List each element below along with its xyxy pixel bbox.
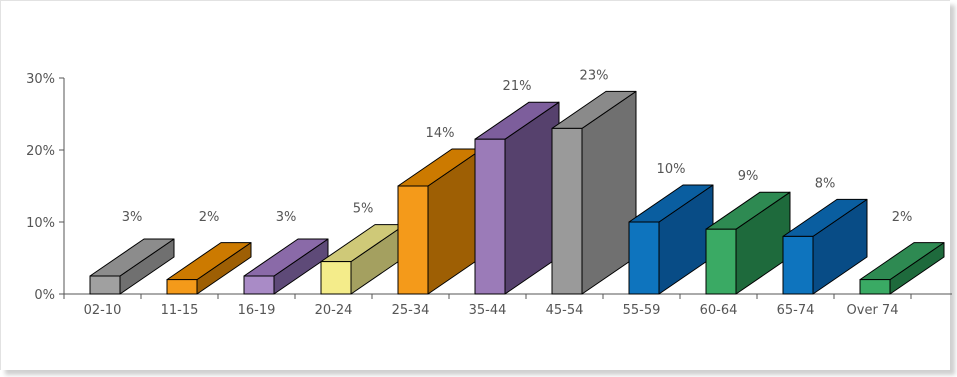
y-tick-label: 10% bbox=[26, 216, 55, 231]
x-tick-label: 02-10 bbox=[84, 303, 122, 318]
x-tick-label: Over 74 bbox=[847, 303, 899, 318]
bar-front bbox=[243, 275, 275, 295]
data-label: 14% bbox=[426, 126, 455, 141]
bar-front bbox=[859, 279, 891, 295]
bar bbox=[628, 184, 714, 295]
x-tick-label: 16-19 bbox=[238, 303, 276, 318]
bar-front bbox=[397, 185, 429, 295]
bar-front bbox=[628, 221, 660, 295]
x-tick-label: 25-34 bbox=[392, 303, 430, 318]
bar bbox=[320, 224, 406, 295]
data-label: 9% bbox=[738, 169, 759, 184]
bar-front bbox=[89, 275, 121, 295]
x-tick-label: 65-74 bbox=[777, 303, 815, 318]
x-tick-label: 60-64 bbox=[700, 303, 738, 318]
y-tick-label: 30% bbox=[26, 72, 55, 87]
data-label: 2% bbox=[199, 210, 220, 225]
y-axis: 0% 10% 20% 30% bbox=[26, 72, 65, 303]
y-tick-label: 20% bbox=[26, 144, 55, 159]
bar-front bbox=[551, 127, 583, 295]
x-tick-label: 11-15 bbox=[161, 303, 199, 318]
data-label: 3% bbox=[122, 210, 143, 225]
data-label: 2% bbox=[892, 210, 913, 225]
data-label: 21% bbox=[503, 79, 532, 94]
data-label: 3% bbox=[276, 210, 297, 225]
data-label: 8% bbox=[815, 176, 836, 191]
bar bbox=[705, 191, 791, 295]
data-label: 23% bbox=[580, 68, 609, 83]
data-labels: 3% 2% 3% 5% 14% 21% 23% 10% 9% 8% 2% bbox=[122, 68, 913, 225]
bar-front bbox=[782, 235, 814, 295]
bar-front bbox=[705, 228, 737, 295]
data-label: 5% bbox=[353, 202, 374, 217]
bar bbox=[474, 101, 560, 295]
bar bbox=[859, 242, 945, 295]
bar bbox=[782, 198, 868, 295]
bar bbox=[243, 238, 329, 295]
x-axis: 02-10 11-15 16-19 20-24 25-34 35-44 45-54 55-59… bbox=[63, 293, 952, 318]
y-tick-label: 0% bbox=[34, 288, 55, 303]
bar bbox=[89, 238, 175, 295]
bars bbox=[89, 90, 945, 295]
x-tick-label: 55-59 bbox=[623, 303, 661, 318]
bar-front bbox=[166, 279, 198, 295]
bar-front bbox=[474, 138, 506, 295]
bar bbox=[166, 242, 252, 295]
x-tick-label: 20-24 bbox=[315, 303, 353, 318]
bar bbox=[397, 148, 483, 295]
x-tick-label: 45-54 bbox=[546, 303, 584, 318]
bar bbox=[551, 90, 637, 295]
data-label: 10% bbox=[657, 162, 686, 177]
bar-front bbox=[320, 261, 352, 295]
x-tick-label: 35-44 bbox=[469, 303, 507, 318]
